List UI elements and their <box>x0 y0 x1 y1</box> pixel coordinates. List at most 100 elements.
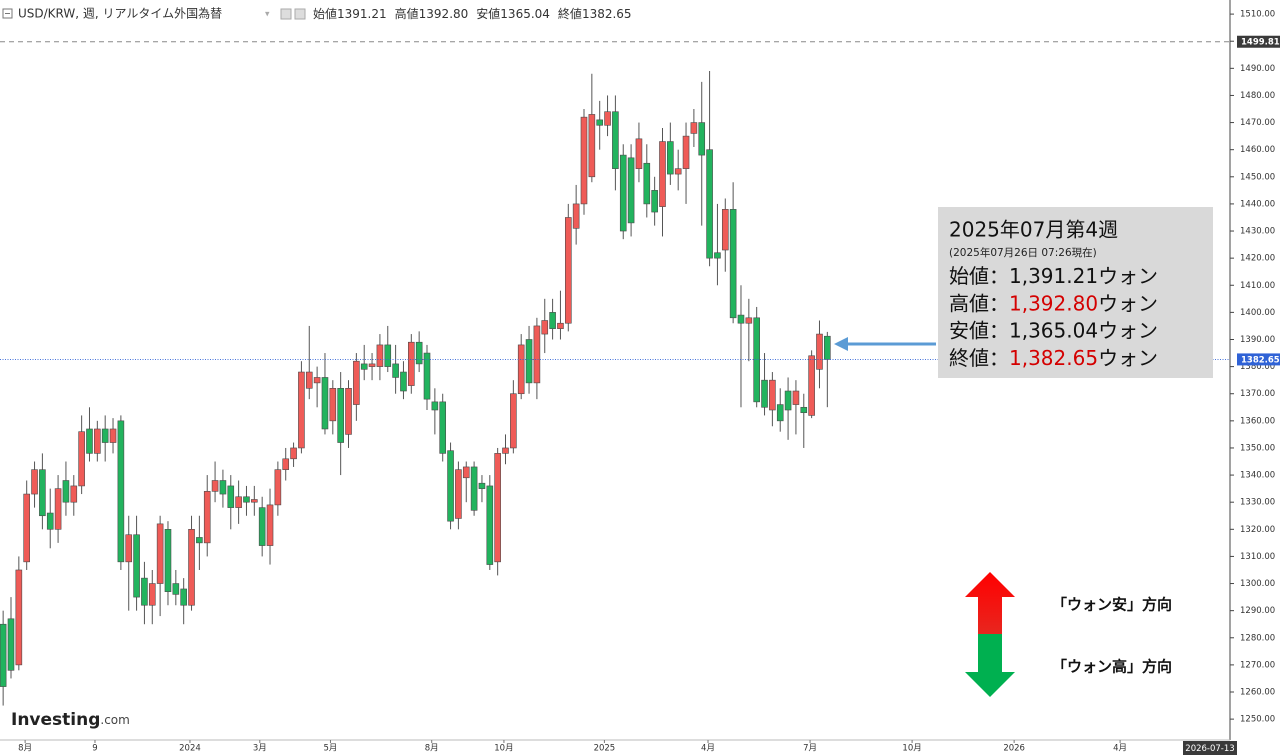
info-subtitle: (2025年07月26日 07:26現在) <box>949 246 1097 259</box>
candle-body <box>439 401 447 454</box>
candle-body <box>7 618 15 671</box>
info-box <box>938 207 1213 378</box>
candle-body <box>776 404 784 422</box>
header-ohlc: 始値1391.21 高値1392.80 安値1365.04 終値1382.65 <box>313 6 632 21</box>
candle-body <box>219 480 227 495</box>
y-tick-label: 1270.00 <box>1240 660 1275 670</box>
candle-body <box>690 122 698 134</box>
candle-body <box>415 341 423 365</box>
y-tick-label: 1360.00 <box>1240 416 1275 426</box>
candle-body <box>714 252 721 259</box>
candle-body <box>651 190 658 213</box>
candle-body <box>447 450 454 522</box>
candle-body <box>392 363 399 378</box>
ohlc-value: 1391.21 <box>337 7 387 21</box>
candle-body <box>188 529 195 606</box>
candle-body <box>70 485 78 503</box>
candle-body <box>792 390 800 405</box>
candle-body <box>101 428 109 443</box>
up-arrow <box>965 572 1015 634</box>
x-cursor-box <box>1183 741 1237 755</box>
candle-body <box>400 371 407 392</box>
y-tick-label: 1420.00 <box>1240 254 1275 264</box>
candle-body <box>557 322 564 329</box>
candle-body <box>572 203 580 229</box>
candle-body <box>243 496 250 503</box>
y-tick-label: 1340.00 <box>1240 471 1275 481</box>
y-tick-label: 1440.00 <box>1240 199 1275 209</box>
ohlc-label: 安値 <box>476 6 500 21</box>
candle-body <box>376 344 384 367</box>
x-tick-label: 8月 <box>425 744 439 754</box>
y-tick-label: 1400.00 <box>1240 308 1275 318</box>
candle-body <box>517 344 525 395</box>
candle-body <box>494 453 501 563</box>
candle-body <box>266 504 274 546</box>
candle-body <box>455 469 462 519</box>
candle-body <box>360 363 368 370</box>
candle-body <box>721 209 729 251</box>
candle-body <box>667 141 674 175</box>
chart-title: USD/KRW, 週, リアルタイム外国為替 <box>18 7 222 21</box>
info-value: 1,365.04 <box>1009 318 1098 342</box>
candle-body <box>816 333 823 370</box>
candle-body <box>682 135 690 169</box>
info-rows: 始値：1,391.21ウォン高値：1,392.80ウォン安値：1,365.04ウ… <box>949 264 1158 370</box>
candle-body <box>227 485 235 508</box>
info-unit: ウォン <box>1098 291 1158 315</box>
collapse-icon[interactable] <box>2 8 13 19</box>
y-tick-label: 1290.00 <box>1240 606 1275 616</box>
candle-body <box>580 116 588 205</box>
ohlc-label: 高値 <box>395 6 419 21</box>
candle-body <box>109 428 117 443</box>
candle-body <box>298 371 305 449</box>
x-tick-label: 10月 <box>902 744 921 754</box>
candle-body <box>156 523 164 584</box>
candle-body <box>431 401 439 411</box>
candle-body <box>290 447 297 460</box>
y-tick-label: 1330.00 <box>1240 498 1275 508</box>
icon[interactable] <box>294 8 306 20</box>
candle-body <box>745 317 753 324</box>
info-label: 高値： <box>949 291 1009 315</box>
candle-body <box>46 512 54 530</box>
candle-body <box>164 529 172 592</box>
direction-down-label: 「ウォン高」方向 <box>1052 658 1172 676</box>
info-unit: ウォン <box>1098 345 1158 369</box>
info-row: 終値：1,382.65ウォン <box>949 345 1158 369</box>
down-arrow <box>965 634 1015 697</box>
candle-body <box>588 114 596 178</box>
candle-body <box>761 379 768 408</box>
y-tick-label: 1410.00 <box>1240 281 1275 291</box>
candle-body <box>510 393 517 449</box>
x-tick-label: 4月 <box>1113 744 1127 754</box>
candle-body <box>148 583 156 606</box>
y-tick-label: 1260.00 <box>1240 688 1275 698</box>
info-value: 1,382.65 <box>1009 345 1098 369</box>
logo-brand: Investing <box>11 710 100 730</box>
candle-body <box>462 466 470 479</box>
candle-body <box>305 371 313 389</box>
dropdown-icon[interactable]: ▾ <box>265 10 270 20</box>
candle-body <box>180 588 187 606</box>
candle-body <box>659 141 666 207</box>
candle-body <box>203 491 211 544</box>
candle-body <box>478 482 486 489</box>
direction-up-label: 「ウォン安」方向 <box>1052 596 1172 614</box>
x-tick-label: 2026 <box>1003 744 1025 754</box>
info-row: 始値：1,391.21ウォン <box>949 264 1158 288</box>
candle-body <box>635 138 643 169</box>
price-tag <box>1237 353 1280 366</box>
candle-body <box>196 537 203 544</box>
icon[interactable] <box>280 8 292 20</box>
header-ohlc-text: 始値1391.21 高値1392.80 安値1365.04 終値1382.65 <box>313 6 632 21</box>
candle-body <box>643 162 651 205</box>
candle-body <box>31 469 38 495</box>
logo: Investing.com <box>11 710 130 730</box>
candle-body <box>235 496 242 508</box>
candle-body <box>800 406 808 414</box>
ohlc-value: 1392.80 <box>419 7 469 21</box>
info-unit: ウォン <box>1098 264 1158 288</box>
candle-body <box>824 335 831 360</box>
candle-body <box>619 154 627 232</box>
